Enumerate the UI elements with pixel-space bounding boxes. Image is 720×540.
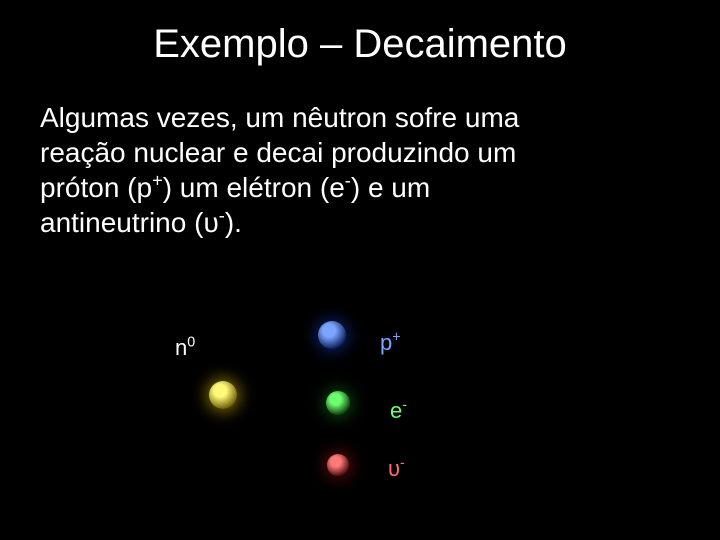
electron-label: e-	[390, 398, 407, 424]
body-line1: Algumas vezes, um nêutron sofre uma	[40, 102, 519, 133]
electron-particle	[326, 391, 350, 415]
neutron-label-base: n	[175, 335, 187, 360]
slide: Exemplo – Decaimento Algumas vezes, um n…	[0, 0, 720, 540]
body-line3c: ) e um	[351, 172, 430, 203]
decay-diagram: n0 p+ e- υ-	[0, 0, 720, 540]
body-text: Algumas vezes, um nêutron sofre uma reaç…	[40, 100, 680, 240]
neutron-label-sup: 0	[187, 335, 195, 351]
antineutrino-particle	[327, 454, 349, 476]
antineutrino-label-sup: -	[400, 456, 405, 472]
title-text: Exemplo – Decaimento	[153, 22, 567, 66]
body-line4-sym: υ	[203, 207, 218, 238]
body-line4b: ).	[225, 207, 242, 238]
neutron-particle	[209, 381, 237, 409]
body-line3-sup1: +	[152, 171, 163, 191]
proton-label-base: p	[380, 330, 392, 355]
proton-particle	[318, 321, 346, 349]
electron-label-base: e	[390, 398, 402, 423]
body-line3a: próton (p	[40, 172, 152, 203]
electron-label-sup: -	[402, 398, 407, 414]
proton-label-sup: +	[392, 330, 400, 346]
slide-title: Exemplo – Decaimento	[0, 22, 720, 67]
body-line3b: ) um elétron (e	[163, 172, 345, 203]
neutron-label: n0	[175, 335, 195, 361]
antineutrino-label-base: υ	[388, 456, 400, 481]
proton-label: p+	[380, 330, 401, 356]
antineutrino-label: υ-	[388, 456, 405, 482]
body-line4a: antineutrino (	[40, 207, 203, 238]
body-line2: reação nuclear e decai produzindo um	[40, 137, 516, 168]
